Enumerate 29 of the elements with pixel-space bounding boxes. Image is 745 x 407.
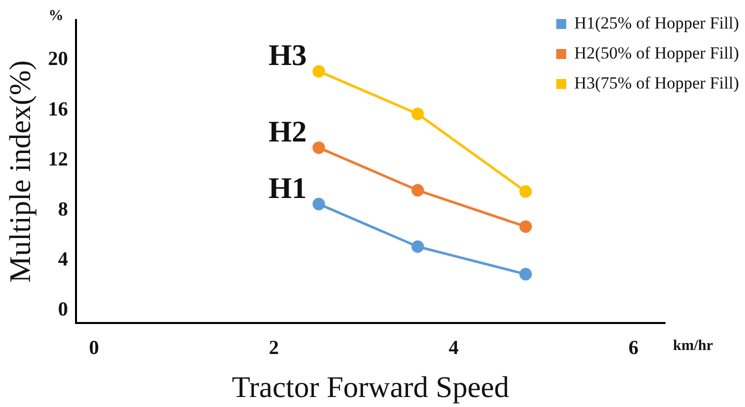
y-tick-label: 8: [58, 198, 68, 220]
point: [411, 240, 424, 253]
annotation: H2: [268, 115, 307, 148]
point: [519, 268, 532, 280]
legend-label: H2(50% of Hopper Fill): [574, 43, 739, 62]
x-axis-title: Tractor Forward Speed: [232, 370, 510, 404]
y-tick-label: 4: [58, 248, 68, 271]
annotation: H3: [268, 39, 307, 72]
y-tick-label: 20: [48, 48, 68, 70]
y-tick-label: 12: [48, 148, 68, 170]
point: [411, 184, 424, 197]
legend-label: H1(25% of Hopper Fill): [574, 13, 739, 32]
text: %: [48, 8, 64, 24]
annotation: H1: [268, 172, 307, 205]
x-tick-label: 2: [268, 337, 279, 360]
y-tick-label: 0: [58, 298, 68, 321]
point: [312, 141, 326, 154]
x-tick-label: 4: [448, 337, 459, 360]
point: [312, 198, 326, 210]
legend-label: H3(75% of Hopper Fill): [574, 73, 739, 92]
y-axis-title: Multiple index(%): [4, 60, 37, 283]
point: [519, 185, 532, 198]
x-tick-label: 6: [628, 337, 639, 360]
x-tick-label: 0: [88, 337, 99, 360]
point: [312, 65, 326, 78]
text: km/hr: [673, 338, 714, 354]
point: [411, 108, 424, 120]
point: [519, 220, 532, 233]
y-tick-label: 16: [48, 98, 68, 120]
